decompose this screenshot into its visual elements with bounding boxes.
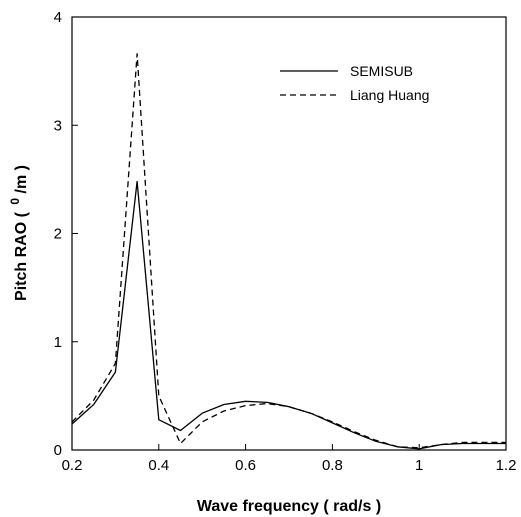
- x-tick-label: 0.6: [235, 457, 256, 474]
- legend-label-semisub: SEMISUB: [350, 63, 413, 79]
- legend: SEMISUB Liang Huang: [280, 63, 429, 103]
- x-tick-label: 0.8: [322, 457, 343, 474]
- y-tick-label: 2: [54, 226, 62, 243]
- series-line-semisub: [71, 180, 506, 450]
- x-tick-label: 1.2: [496, 457, 517, 474]
- ticks-layer: 0.2 0.4 0.6 0.8 1 1.2 0 1 2 3 4: [54, 9, 517, 474]
- y-tick-label: 4: [54, 9, 62, 26]
- plot-area: 0.2 0.4 0.6 0.8 1 1.2 0 1 2 3 4: [54, 9, 517, 474]
- x-axis-title: Wave frequency ( rad/s ): [197, 498, 381, 515]
- series-line-liang-huang: [71, 53, 506, 449]
- y-tick-label: 3: [54, 117, 62, 134]
- x-tick-label: 0.4: [148, 457, 169, 474]
- series-layer: [71, 53, 506, 450]
- y-tick-label: 0: [54, 442, 62, 459]
- x-tick-label: 1: [415, 457, 423, 474]
- legend-label-liang-huang: Liang Huang: [350, 87, 429, 103]
- y-axis-title-main: Pitch RAO (: [13, 211, 30, 301]
- y-axis-title-sup: 0: [8, 198, 22, 205]
- y-axis-title-end: /m ): [13, 165, 30, 193]
- plot-frame: [71, 16, 507, 451]
- y-axis-title: Pitch RAO ( 0 /m ): [8, 165, 30, 301]
- x-tick-label: 0.2: [62, 457, 83, 474]
- y-tick-label: 1: [54, 334, 62, 351]
